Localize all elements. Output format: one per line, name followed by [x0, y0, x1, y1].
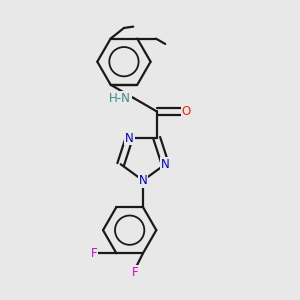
Text: O: O: [182, 105, 191, 118]
Text: F: F: [132, 266, 138, 279]
Text: N: N: [139, 174, 147, 187]
Text: N: N: [125, 131, 134, 145]
Text: F: F: [91, 247, 98, 260]
Text: H-N: H-N: [109, 92, 131, 105]
Text: N: N: [161, 158, 170, 171]
